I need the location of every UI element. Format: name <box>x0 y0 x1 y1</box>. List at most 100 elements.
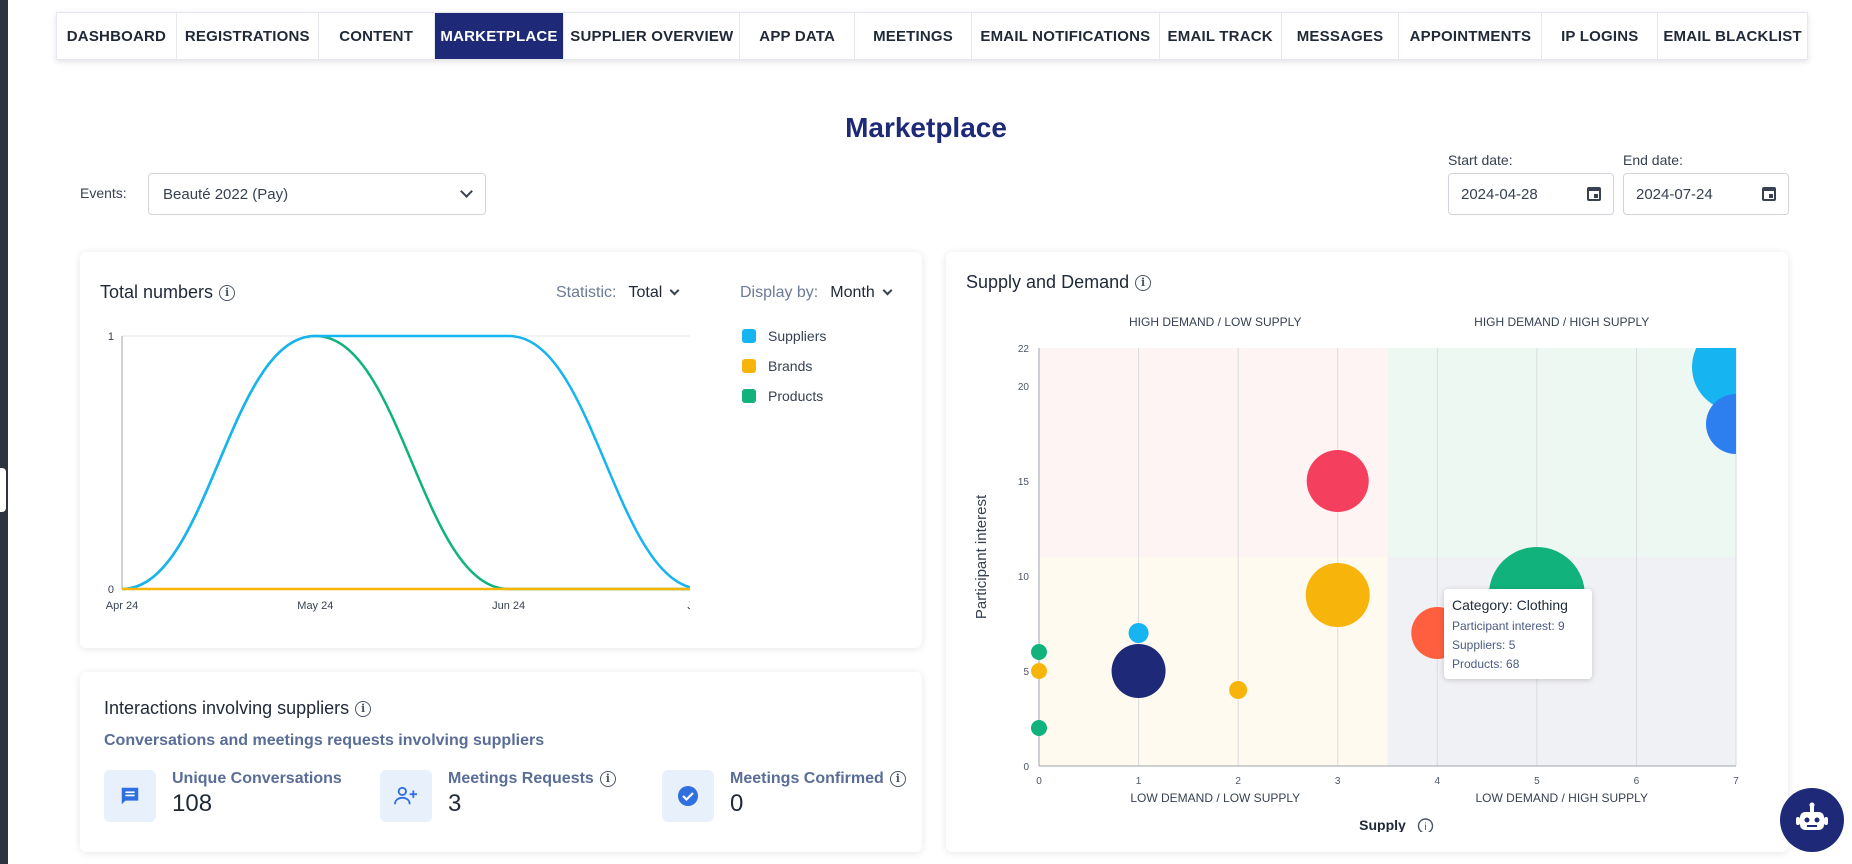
series-line-suppliers <box>121 334 690 591</box>
supply-demand-title-text: Supply and Demand <box>966 272 1130 292</box>
quadrant-label: HIGH DEMAND / HIGH SUPPLY <box>1474 315 1649 329</box>
end-date-input[interactable]: 2024-07-24 <box>1623 173 1789 215</box>
stat-label: Meetings Confirmed i <box>730 770 906 788</box>
tab-email-track[interactable]: EMAIL TRACK <box>1160 13 1282 59</box>
legend-swatch <box>742 359 756 373</box>
legend-brands[interactable]: Brands <box>742 358 812 374</box>
bubble <box>1031 663 1047 679</box>
x-tick-label: Jun 24 <box>492 600 525 612</box>
quadrant-high-demand-high-supply <box>1387 348 1736 557</box>
start-date-input[interactable]: 2024-04-28 <box>1448 173 1614 215</box>
check-circle-icon <box>662 770 714 822</box>
tab-meetings[interactable]: MEETINGS <box>855 13 972 59</box>
x-axis-label: Supply <box>1359 817 1406 832</box>
y-tick-label: 20 <box>1018 382 1030 393</box>
x-tick-label: 6 <box>1634 776 1640 787</box>
display-by-label: Display by: <box>740 284 819 301</box>
y-tick-label: 15 <box>1018 477 1030 488</box>
x-tick-label: 1 <box>1136 776 1142 787</box>
info-icon[interactable]: i <box>1135 275 1152 292</box>
interactions-subtitle: Conversations and meetings requests invo… <box>104 732 545 749</box>
quadrant-label: LOW DEMAND / LOW SUPPLY <box>1130 791 1300 805</box>
calendar-icon[interactable] <box>1587 187 1601 201</box>
tab-email-notifications[interactable]: EMAIL NOTIFICATIONS <box>972 13 1160 59</box>
stat-label: Meetings Requests i <box>448 770 616 788</box>
stat-meetings-confirmed: Meetings Confirmed i 0 <box>662 770 906 822</box>
tab-app-data[interactable]: APP DATA <box>740 13 856 59</box>
total-numbers-title: Total numbers i <box>100 282 236 303</box>
bubble <box>1031 720 1047 736</box>
legend-swatch <box>742 389 756 403</box>
sidebar-toggle-handle[interactable] <box>0 468 6 512</box>
legend-products[interactable]: Products <box>742 388 823 404</box>
stat-unique-conversations: Unique Conversations 108 <box>104 770 342 822</box>
x-tick-label: May 24 <box>297 600 333 612</box>
bubble <box>1706 394 1736 454</box>
robot-icon <box>1796 802 1828 830</box>
y-tick-label: 10 <box>1018 572 1030 583</box>
chevron-down-icon <box>882 285 893 296</box>
tooltip-line: Participant interest: 9 <box>1452 619 1565 633</box>
supply-demand-title: Supply and Demand i <box>966 272 1152 293</box>
events-select[interactable]: Beauté 2022 (Pay) <box>148 173 486 215</box>
stat-value: 108 <box>172 790 213 817</box>
x-tick-label: 7 <box>1733 776 1739 787</box>
display-by-value[interactable]: Month <box>830 284 875 301</box>
x-tick-label: 2 <box>1235 776 1241 787</box>
tooltip-line: Suppliers: 5 <box>1452 638 1516 652</box>
chatbot-button[interactable] <box>1780 788 1844 852</box>
info-icon: i <box>1417 818 1434 832</box>
x-tick-label: 4 <box>1435 776 1441 787</box>
user-add-icon <box>380 770 432 822</box>
bubble <box>1111 644 1166 698</box>
end-date-value: 2024-07-24 <box>1636 185 1713 203</box>
legend-suppliers[interactable]: Suppliers <box>742 328 826 344</box>
y-tick-label: 1 <box>108 331 114 343</box>
info-icon[interactable]: i <box>889 770 906 787</box>
bubble <box>1229 681 1248 699</box>
tooltip-title: Category: Clothing <box>1452 597 1568 613</box>
info-icon[interactable]: i <box>355 701 372 718</box>
statistic-control[interactable]: Statistic: Total <box>556 284 680 302</box>
supply-demand-card: Supply and Demand i 0 5 10 15 20 22 0 1 2 3 4 5 6 7 HIG… <box>946 252 1788 852</box>
svg-text:i: i <box>1424 822 1426 832</box>
x-tick-label: Jul 24 <box>687 600 690 612</box>
end-date-label: End date: <box>1623 152 1683 168</box>
total-numbers-card: Total numbers i Statistic: Total Display b… <box>80 252 922 648</box>
legend-swatch <box>742 329 756 343</box>
events-label: Events: <box>80 185 127 201</box>
chevron-down-icon <box>460 185 473 198</box>
stat-value: 3 <box>448 790 462 817</box>
statistic-value[interactable]: Total <box>628 284 663 301</box>
y-tick-label: 0 <box>1023 762 1029 773</box>
display-by-control[interactable]: Display by: Month <box>740 284 893 302</box>
info-icon[interactable]: i <box>599 770 616 787</box>
calendar-icon[interactable] <box>1762 187 1776 201</box>
tab-marketplace[interactable]: MARKETPLACE <box>434 13 565 59</box>
tab-email-blacklist[interactable]: EMAIL BLACKLIST <box>1663 27 1802 45</box>
tab-content[interactable]: CONTENT <box>319 13 435 59</box>
stat-label: Unique Conversations <box>172 770 342 787</box>
y-tick-label: 22 <box>1018 344 1030 355</box>
top-nav: DASHBOARD REGISTRATIONS CONTENT MARKETPL… <box>56 12 1808 60</box>
tab-registrations[interactable]: REGISTRATIONS <box>177 13 319 59</box>
tab-dashboard[interactable]: DASHBOARD <box>57 13 177 59</box>
tab-appointments[interactable]: APPOINTMENTS <box>1399 13 1543 59</box>
legend-label: Brands <box>768 358 813 374</box>
tab-messages[interactable]: MESSAGES <box>1282 13 1400 59</box>
bubble <box>1128 623 1149 643</box>
tab-ip-logins[interactable]: IP LOGINS <box>1542 13 1659 59</box>
quadrant-label: HIGH DEMAND / LOW SUPPLY <box>1129 315 1301 329</box>
chat-icon <box>104 770 156 822</box>
bubble-tooltip: Category: Clothing Participant interest:… <box>1444 589 1592 679</box>
bubble <box>1306 450 1369 512</box>
tab-supplier-overview[interactable]: SUPPLIER OVERVIEW <box>564 13 741 59</box>
info-icon[interactable]: i <box>219 285 236 302</box>
x-tick-label: Apr 24 <box>106 600 138 612</box>
x-tick-label: 3 <box>1335 776 1341 787</box>
quadrant-label: LOW DEMAND / HIGH SUPPLY <box>1476 791 1648 805</box>
y-axis-label: Participant interest <box>973 494 990 619</box>
bubble <box>1305 563 1370 627</box>
bubble <box>1692 348 1736 411</box>
start-date-label: Start date: <box>1448 152 1513 168</box>
